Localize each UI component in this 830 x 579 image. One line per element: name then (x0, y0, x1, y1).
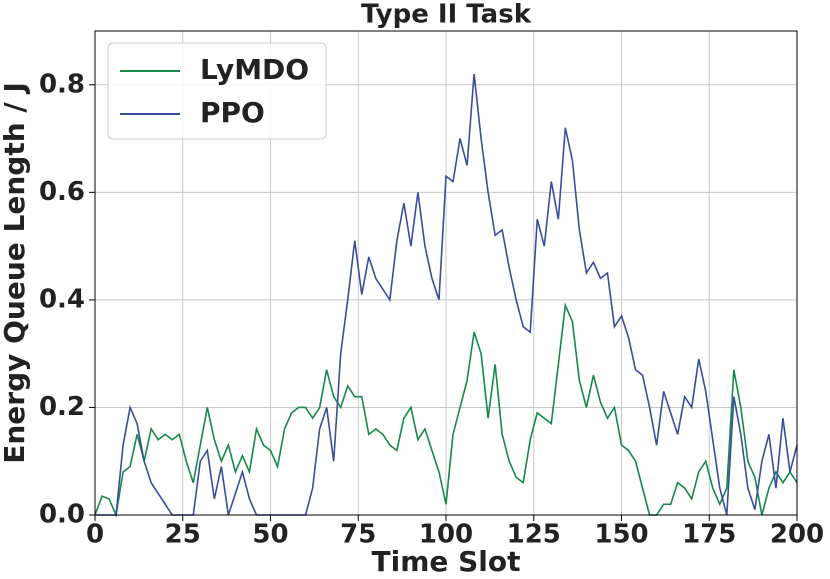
series-line (95, 73, 798, 516)
chart-title: Type II Task (361, 0, 532, 30)
x-tick-label: 25 (165, 520, 201, 550)
y-tick-label: 0.8 (39, 69, 85, 99)
y-tick-label: 0.6 (39, 177, 85, 207)
x-tick-label: 0 (86, 520, 104, 550)
x-tick-label: 175 (682, 520, 736, 550)
x-tick-label: 100 (419, 520, 473, 550)
y-axis-label: Energy Queue Length / J (0, 82, 31, 464)
y-tick-label: 0.2 (39, 392, 85, 422)
legend-label: LyMDO (200, 53, 309, 86)
x-tick-label: 75 (340, 520, 376, 550)
plot-frame (94, 30, 798, 516)
legend-label: PPO (200, 96, 265, 129)
y-tick-label: 0.4 (39, 284, 85, 314)
series-line (94, 302, 798, 518)
x-tick-label: 125 (507, 520, 561, 550)
x-axis-label: Time Slot (372, 545, 521, 578)
x-tick-label: 200 (770, 520, 824, 550)
y-tick-label: 0.0 (39, 500, 85, 530)
x-tick-label: 50 (252, 520, 288, 550)
x-tick-label: 150 (594, 520, 648, 550)
